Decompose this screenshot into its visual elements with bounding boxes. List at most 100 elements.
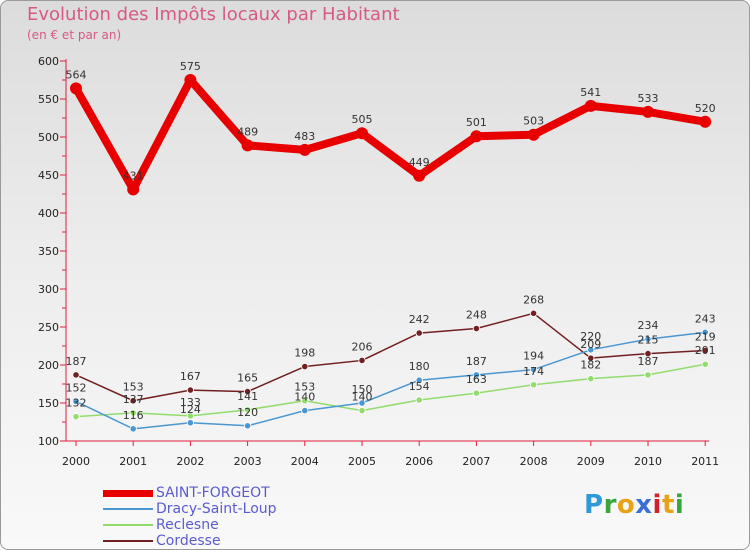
data-label-dracy-saint-loup: 243 [695,312,716,325]
data-point [472,371,480,379]
x-tick-label: 2003 [234,455,262,468]
data-point [358,356,366,365]
logo-letter: x [635,490,653,520]
data-point [527,128,540,141]
data-point [529,365,538,374]
legend-swatch [103,490,153,497]
logo-letter: t [661,490,675,520]
data-label-reclesne: 133 [180,396,201,409]
data-point [301,397,309,405]
data-label-dracy-saint-loup: 234 [638,319,659,332]
series-saint-forgeot [70,74,712,196]
data-label-reclesne: 140 [352,391,373,404]
legend-swatch [103,524,153,526]
data-label-saint-forgeot: 505 [352,113,373,126]
data-point [644,349,652,358]
data-point [301,406,309,415]
x-tick-label: 2007 [462,455,490,468]
data-point [72,413,80,421]
data-label-dracy-saint-loup: 124 [180,403,201,416]
legend-swatch [103,540,153,542]
data-label-cordesse: 198 [294,347,315,360]
data-label-saint-forgeot: 564 [66,68,87,81]
data-point [587,346,595,354]
logo-letter: o [616,490,636,520]
data-label-dracy-saint-loup: 194 [523,350,544,363]
data-point [298,143,311,156]
legend-swatch [103,508,153,510]
data-point [186,419,194,427]
data-point [244,387,252,396]
data-point [129,397,137,405]
data-label-saint-forgeot: 489 [237,125,258,138]
data-label-saint-forgeot: 449 [409,156,430,169]
data-label-reclesne: 153 [294,381,315,394]
data-point [129,425,137,433]
x-tick-label: 2011 [691,455,719,468]
data-point [186,412,194,420]
data-point [184,74,197,86]
legend-label: Cordesse [156,533,221,549]
data-point [584,99,597,112]
series-line-cordesse [75,312,706,402]
data-point [356,127,368,140]
data-label-saint-forgeot: 483 [294,130,315,143]
data-label-cordesse: 167 [180,370,201,383]
y-tick-label: 150 [38,397,59,410]
data-point [244,406,252,414]
data-label-saint-forgeot: 503 [523,115,544,128]
series-reclesne [72,360,709,421]
data-point [587,354,595,362]
data-point [186,386,194,394]
data-point [358,399,366,407]
logo-letter: P [584,490,604,520]
x-tick-label: 2002 [176,455,204,468]
data-label-cordesse: 248 [466,309,487,322]
data-label-reclesne: 201 [695,344,716,357]
series-line-dracy-saint-loup [75,331,706,430]
data-label-saint-forgeot: 431 [123,169,144,182]
logo-letter: r [603,490,617,520]
data-label-saint-forgeot: 520 [695,102,716,115]
y-tick-label: 600 [38,55,59,68]
x-tick-label: 2010 [634,455,662,468]
data-label-reclesne: 163 [466,373,487,386]
data-label-cordesse: 165 [237,372,258,385]
data-label-cordesse: 215 [638,334,659,347]
data-point [129,409,137,417]
x-tick-label: 2008 [520,455,548,468]
y-tick-label: 400 [38,207,59,220]
data-point [244,422,252,430]
proxiti-logo: Proxiti [584,490,684,520]
x-tick-label: 2006 [405,455,433,468]
data-label-cordesse: 209 [580,338,601,351]
data-point [701,346,709,355]
data-label-dracy-saint-loup: 152 [66,381,87,394]
data-point [699,115,712,128]
data-label-reclesne: 187 [638,355,659,368]
data-label-reclesne: 182 [580,359,601,372]
chart-subtitle: (en € et par an) [27,28,122,42]
y-tick-label: 350 [38,245,59,258]
data-point [642,105,654,118]
data-label-dracy-saint-loup: 116 [123,409,144,422]
x-tick-label: 2009 [577,455,605,468]
data-point [701,360,709,368]
series-line-reclesne [75,363,706,418]
y-tick-label: 550 [38,93,59,106]
data-label-reclesne: 132 [66,397,87,410]
data-label-dracy-saint-loup: 220 [580,330,601,343]
legend-label: SAINT-FORGEOT [156,485,270,501]
y-tick-label: 200 [38,359,59,372]
legend-label: Reclesne [156,517,219,533]
data-label-reclesne: 141 [237,390,258,403]
x-tick-label: 2005 [348,455,376,468]
data-point [413,169,426,182]
data-point [415,376,423,384]
data-point [529,309,538,317]
data-label-dracy-saint-loup: 120 [237,406,258,419]
y-tick-label: 300 [38,283,59,296]
data-point [72,371,80,379]
series-dracy-saint-loup [72,328,709,433]
